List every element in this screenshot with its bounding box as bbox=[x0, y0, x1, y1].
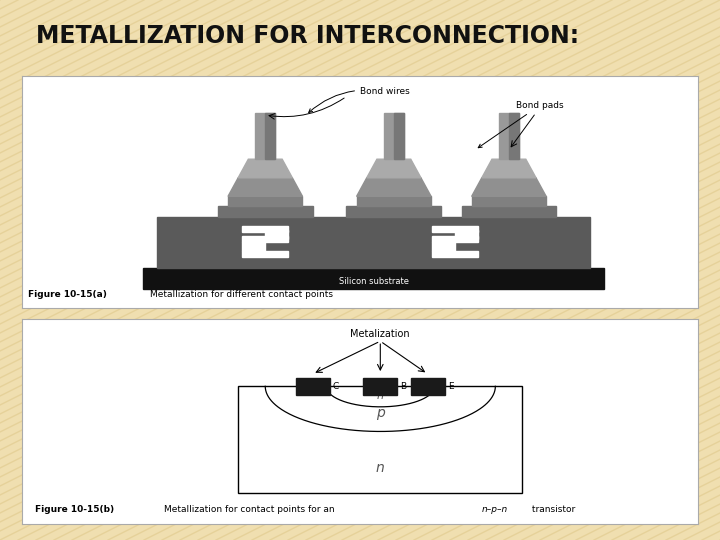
Text: Bond pads: Bond pads bbox=[478, 101, 563, 148]
Bar bbox=[265, 113, 275, 159]
Text: E: E bbox=[448, 382, 454, 391]
Text: Figure 10-15(b): Figure 10-15(b) bbox=[35, 504, 114, 514]
Bar bbox=[455, 230, 478, 239]
Bar bbox=[499, 113, 519, 159]
Text: Metallization for different contact points: Metallization for different contact poin… bbox=[150, 289, 333, 299]
Bar bbox=[472, 197, 546, 206]
Bar bbox=[384, 113, 404, 159]
Bar bbox=[296, 378, 330, 395]
Polygon shape bbox=[228, 178, 302, 197]
Polygon shape bbox=[366, 159, 421, 178]
Bar bbox=[218, 206, 312, 217]
Polygon shape bbox=[472, 178, 546, 197]
Bar bbox=[410, 378, 444, 395]
Polygon shape bbox=[238, 159, 292, 178]
Bar bbox=[462, 206, 557, 217]
Bar bbox=[228, 197, 302, 206]
Bar bbox=[356, 197, 431, 206]
Bar bbox=[242, 251, 288, 256]
Bar bbox=[242, 242, 265, 251]
Bar bbox=[509, 113, 519, 159]
Bar bbox=[242, 236, 288, 242]
Text: C: C bbox=[333, 382, 339, 391]
Text: Figure 10-15(a): Figure 10-15(a) bbox=[28, 289, 107, 299]
Text: n–p–n: n–p–n bbox=[482, 504, 508, 514]
Text: METALLIZATION FOR INTERCONNECTION:: METALLIZATION FOR INTERCONNECTION: bbox=[36, 24, 579, 48]
Text: n: n bbox=[377, 390, 384, 401]
Bar bbox=[242, 226, 288, 232]
Bar bbox=[432, 242, 455, 251]
Bar bbox=[346, 206, 441, 217]
Polygon shape bbox=[356, 178, 431, 197]
Bar bbox=[143, 268, 603, 289]
Text: transistor: transistor bbox=[529, 504, 575, 514]
Bar bbox=[432, 236, 478, 242]
Bar bbox=[432, 226, 478, 232]
Text: Silicon substrate: Silicon substrate bbox=[338, 276, 408, 286]
Bar bbox=[265, 230, 288, 239]
Text: Bond wires: Bond wires bbox=[309, 87, 410, 112]
Text: n: n bbox=[376, 461, 384, 475]
Bar bbox=[432, 251, 478, 256]
Bar bbox=[394, 113, 404, 159]
Text: Metallization for contact points for an: Metallization for contact points for an bbox=[163, 504, 337, 514]
Bar bbox=[255, 113, 275, 159]
Bar bbox=[238, 386, 523, 493]
Bar bbox=[157, 217, 590, 268]
Bar bbox=[364, 378, 397, 395]
Text: Metalization: Metalization bbox=[351, 329, 410, 339]
Text: p: p bbox=[376, 407, 384, 421]
Polygon shape bbox=[482, 159, 536, 178]
Text: B: B bbox=[400, 382, 407, 391]
